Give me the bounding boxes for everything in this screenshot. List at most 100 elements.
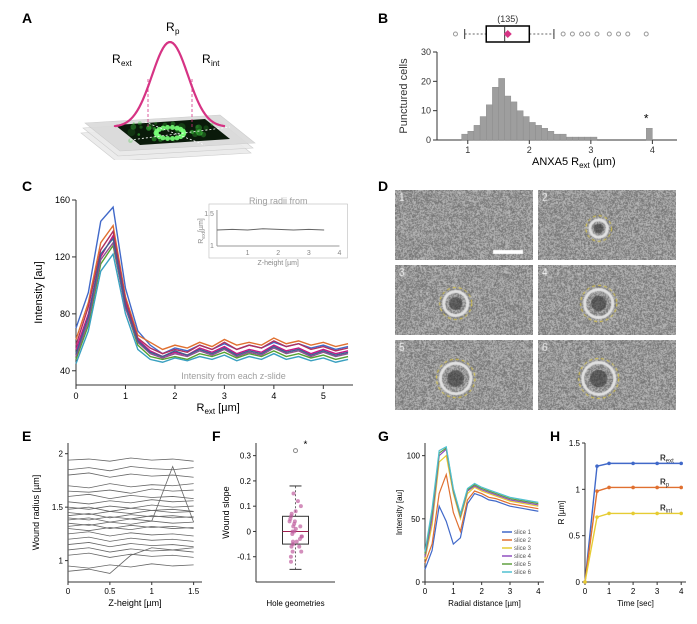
svg-text:1: 1 — [465, 145, 470, 155]
svg-text:2: 2 — [527, 145, 532, 155]
svg-text:0: 0 — [66, 587, 71, 596]
svg-text:5: 5 — [321, 391, 326, 401]
svg-text:p: p — [175, 27, 180, 36]
svg-text:Rext [µm]: Rext [µm] — [197, 402, 240, 415]
svg-text:2: 2 — [59, 450, 64, 459]
svg-text:0: 0 — [583, 587, 588, 596]
svg-text:3: 3 — [655, 587, 660, 596]
panel-label-b: B — [378, 10, 388, 26]
svg-text:20: 20 — [421, 76, 431, 86]
svg-text:Intensity from each z-slide: Intensity from each z-slide — [181, 371, 286, 381]
svg-text:4: 4 — [679, 587, 684, 596]
panel-d-tile-2 — [538, 190, 676, 260]
svg-text:Ring radii from: Ring radii from — [249, 196, 308, 206]
svg-text:0.5: 0.5 — [104, 587, 116, 596]
svg-text:40: 40 — [60, 366, 70, 376]
svg-text:160: 160 — [55, 195, 70, 205]
svg-text:Radial distance [µm]: Radial distance [µm] — [448, 599, 521, 608]
svg-text:slice 3: slice 3 — [514, 546, 532, 552]
panel-h-lines: 0123400.511.5RextRpRintTime [sec]R [µm] — [555, 435, 690, 610]
svg-text:1.5: 1.5 — [188, 587, 200, 596]
svg-text:0: 0 — [426, 135, 431, 145]
svg-text:Hole geometries: Hole geometries — [266, 599, 324, 608]
svg-text:120: 120 — [55, 252, 70, 262]
svg-text:0: 0 — [247, 527, 252, 536]
svg-text:3: 3 — [588, 145, 593, 155]
svg-text:R: R — [166, 20, 175, 34]
svg-text:1.5: 1.5 — [204, 211, 214, 218]
svg-text:*: * — [644, 111, 649, 125]
svg-text:Wound slope: Wound slope — [221, 486, 231, 538]
svg-text:0.2: 0.2 — [240, 477, 252, 486]
svg-text:1: 1 — [246, 250, 250, 257]
svg-text:4: 4 — [271, 391, 276, 401]
svg-text:2: 2 — [631, 587, 636, 596]
svg-text:2: 2 — [479, 587, 484, 596]
svg-text:int: int — [211, 59, 220, 68]
svg-text:ANXA5 Rext (µm): ANXA5 Rext (µm) — [532, 156, 616, 170]
svg-text:*: * — [304, 440, 308, 451]
svg-text:R: R — [202, 52, 211, 66]
svg-text:80: 80 — [60, 309, 70, 319]
svg-text:Punctured cells: Punctured cells — [398, 58, 410, 134]
svg-text:100: 100 — [407, 452, 421, 461]
svg-text:50: 50 — [411, 515, 420, 524]
svg-text:R: R — [112, 52, 121, 66]
svg-text:0: 0 — [73, 391, 78, 401]
svg-text:2: 2 — [276, 250, 280, 257]
panel-e-lines: 0 0.5 1 1.5 1 1.5 2 Z-height [µm] Wound radius [… — [28, 435, 208, 610]
svg-text:0.1: 0.1 — [240, 502, 252, 511]
svg-text:Wound radius [µm]: Wound radius [µm] — [31, 475, 41, 551]
svg-text:0.3: 0.3 — [240, 452, 252, 461]
svg-text:1.5: 1.5 — [569, 439, 581, 448]
svg-text:0: 0 — [416, 578, 421, 587]
svg-text:ext: ext — [121, 59, 132, 68]
svg-text:slice 4: slice 4 — [514, 554, 532, 560]
panel-label-d: D — [378, 178, 388, 194]
svg-text:4: 4 — [650, 145, 655, 155]
svg-text:3: 3 — [307, 250, 311, 257]
svg-text:-0.1: -0.1 — [237, 553, 251, 562]
svg-text:1: 1 — [451, 587, 456, 596]
svg-text:2: 2 — [172, 391, 177, 401]
panel-d-tile-1 — [395, 190, 533, 260]
svg-text:10: 10 — [421, 106, 431, 116]
svg-text:Rext[µm]: Rext[µm] — [198, 218, 207, 244]
svg-text:1.5: 1.5 — [52, 503, 64, 512]
panel-d-tile-3 — [395, 265, 533, 335]
panel-d-tile-6 — [538, 340, 676, 410]
panel-d-tile-5 — [395, 340, 533, 410]
panel-b-histogram: 1 2 3 4 0 10 20 30 * (135) ANXA5 Rext (µm) Puncture… — [395, 12, 685, 170]
svg-text:Z-height [µm]: Z-height [µm] — [258, 260, 299, 267]
svg-text:30: 30 — [421, 47, 431, 57]
panel-c-lines: 0 1 2 3 4 5 40 80 120 160 Rext [µm] Intensity [au] I… — [28, 190, 363, 415]
svg-text:4: 4 — [338, 250, 342, 257]
svg-text:1: 1 — [210, 243, 214, 250]
svg-text:slice 6: slice 6 — [514, 570, 532, 576]
svg-text:4: 4 — [536, 587, 541, 596]
svg-text:Time [sec]: Time [sec] — [617, 599, 654, 608]
svg-text:slice 2: slice 2 — [514, 538, 532, 544]
svg-text:3: 3 — [222, 391, 227, 401]
svg-text:0: 0 — [576, 578, 581, 587]
svg-text:1: 1 — [150, 587, 155, 596]
panel-f-box: -0.1 0 0.1 0.2 0.3 * Hole geometries Wound slop… — [218, 435, 343, 610]
svg-text:Intensity [au]: Intensity [au] — [395, 490, 404, 535]
panel-d-tile-4 — [538, 265, 676, 335]
panel-g-lines: 01234050100slice 1slice 2slice 3slice 4s… — [393, 435, 548, 610]
panel-label-g: G — [378, 428, 389, 444]
svg-text:Intensity [au]: Intensity [au] — [33, 261, 45, 323]
svg-text:1: 1 — [123, 391, 128, 401]
panel-d-grid — [395, 190, 680, 415]
svg-text:Z-height [µm]: Z-height [µm] — [108, 598, 161, 608]
svg-text:1: 1 — [59, 557, 64, 566]
svg-text:0.5: 0.5 — [569, 532, 581, 541]
svg-text:1: 1 — [576, 485, 581, 494]
svg-text:slice 1: slice 1 — [514, 530, 532, 536]
svg-text:(135): (135) — [497, 14, 518, 24]
svg-text:0: 0 — [423, 587, 428, 596]
svg-text:R [µm]: R [µm] — [557, 501, 566, 525]
svg-text:1: 1 — [607, 587, 612, 596]
panel-a-diagram: RpRextRint — [30, 15, 270, 160]
svg-text:slice 5: slice 5 — [514, 562, 532, 568]
